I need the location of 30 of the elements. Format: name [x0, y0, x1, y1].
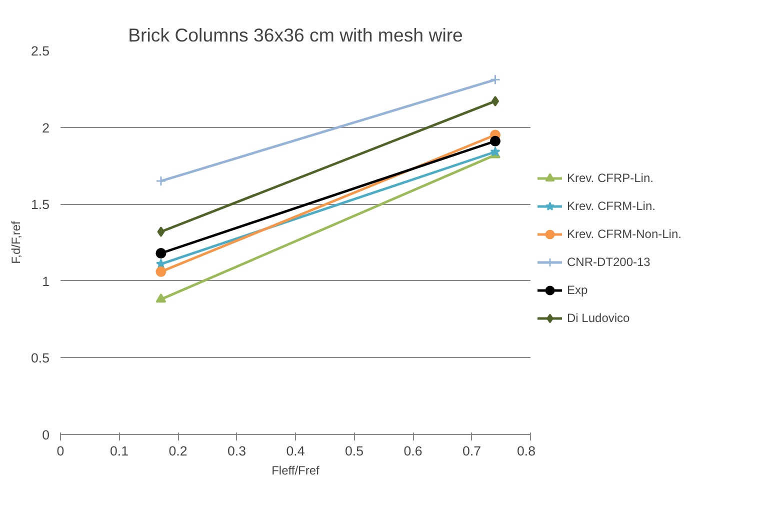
point [156, 176, 166, 186]
x-tick-label: 0.7 [462, 444, 482, 458]
y-tick-label: 2 [42, 120, 50, 136]
y-tick-label: 1.5 [30, 197, 50, 212]
y-tick-label: 0.5 [30, 350, 50, 366]
y-axis-title: F,d/F,ref [8, 220, 23, 264]
point [157, 226, 165, 237]
x-tick-label: 0.6 [404, 444, 422, 458]
x-tick-label: 0.5 [344, 444, 364, 458]
legend-label: Exp [567, 282, 588, 296]
legend-label: Krev. CFRM-Non-Lin. [567, 226, 682, 240]
point [490, 74, 500, 85]
legend-label: Krev. CFRP-Lin. [567, 170, 654, 184]
x-axis-title: Fleff/Fref [272, 464, 320, 478]
point [156, 266, 166, 277]
x-tick-label: 0.8 [516, 444, 536, 458]
y-tick-label: 2.5 [30, 44, 50, 58]
chart-title: Brick Columns 36x36 cm with mesh wire [128, 24, 463, 46]
x-tick-label: 0.2 [168, 444, 188, 458]
x-tick-label: 0.1 [110, 444, 129, 458]
x-tick-label: 0.3 [227, 444, 246, 458]
point [156, 248, 166, 258]
legend-label: Di Ludovico [567, 310, 630, 324]
legend-label: CNR-DT200-13 [567, 254, 650, 268]
legend-label: Krev. CFRM-Lin. [567, 198, 656, 212]
x-tick-label: 0.4 [286, 444, 306, 458]
point [490, 136, 500, 146]
x-tick-label: 0 [56, 444, 64, 458]
y-tick-label: 0 [42, 428, 50, 442]
y-tick-label: 1 [42, 274, 50, 289]
